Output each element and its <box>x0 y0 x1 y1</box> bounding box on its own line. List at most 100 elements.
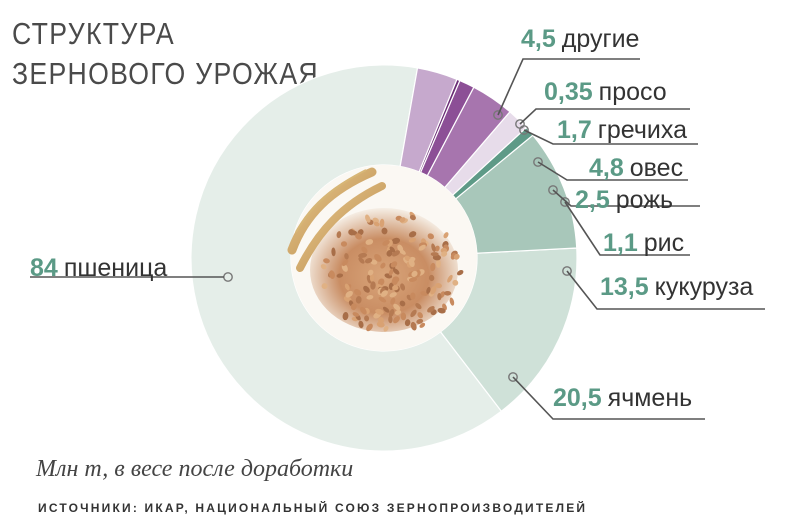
grain-dot <box>428 274 435 282</box>
leader-line <box>552 189 700 207</box>
grain-dot <box>383 326 389 332</box>
grain-dot <box>390 297 396 305</box>
grain-dot <box>399 217 406 223</box>
grain-dot <box>392 285 399 291</box>
grain-dot <box>352 312 360 317</box>
grain-dot <box>373 221 380 227</box>
slice-value: 1,1 <box>603 229 638 257</box>
grain-dot <box>378 278 385 286</box>
grain-dot <box>323 258 330 264</box>
slice-value: 84 <box>30 254 58 282</box>
grain-dot <box>350 303 357 311</box>
grain-dot <box>382 240 390 246</box>
grain-dot <box>430 286 437 295</box>
leader-line <box>566 270 765 310</box>
grain-dot <box>426 286 431 294</box>
leader-dot <box>493 110 503 120</box>
label-другие: 4,5 другие <box>521 25 639 53</box>
grain-dot <box>388 268 394 276</box>
slice-name: пшеница <box>64 254 168 282</box>
leader-dot <box>508 372 518 382</box>
grain-dot <box>358 320 364 329</box>
grain-dot <box>390 261 398 268</box>
grain-dot <box>331 247 336 257</box>
grain-dot <box>381 227 388 235</box>
label-просо: 0,35 просо <box>544 78 667 106</box>
grain-dot <box>389 246 396 253</box>
grain-dot <box>394 309 402 316</box>
grain-dot <box>400 283 406 291</box>
grain-dot <box>358 257 365 264</box>
slice-label-text: 1,7 гречиха <box>557 116 687 144</box>
grain-dot <box>363 285 370 293</box>
grain-dot <box>416 318 424 324</box>
slice-value: 0,35 <box>544 78 593 106</box>
grain-dot <box>419 322 426 328</box>
grain-dot <box>321 283 328 290</box>
label-рис: 1,1 рис <box>603 229 684 257</box>
slice-value: 13,5 <box>600 273 649 301</box>
grain-dot <box>399 300 406 307</box>
leader-dot <box>562 266 572 276</box>
slice-label-text: 4,5 другие <box>521 25 639 53</box>
grain-dot <box>370 281 376 290</box>
grain-dot <box>379 218 385 228</box>
grain-dot <box>427 306 435 313</box>
grain-dot <box>320 264 327 270</box>
grain-dot <box>329 270 335 279</box>
leader-dot <box>533 157 543 167</box>
grain-dot <box>336 273 344 278</box>
label-гречиха: 1,7 гречиха <box>557 116 687 144</box>
grain-dot <box>388 308 395 318</box>
grain-dot <box>456 270 464 276</box>
grain-dot <box>358 252 368 258</box>
grain-dot <box>376 321 385 328</box>
grain-dot <box>364 258 373 264</box>
grain-dot <box>410 292 416 300</box>
grain-dot <box>393 315 400 324</box>
leader-line <box>564 201 690 256</box>
grain-dot <box>441 251 448 257</box>
grain-dot <box>372 217 379 224</box>
grain-dot <box>452 279 459 286</box>
slice-name: просо <box>599 78 667 106</box>
grain-dot <box>431 243 436 252</box>
grain-dot <box>342 259 349 267</box>
slice-value: 1,7 <box>557 116 592 144</box>
grain-dot <box>411 270 418 277</box>
grain-dot <box>365 214 371 223</box>
leader-line <box>512 376 705 420</box>
label-пшеница: 84 пшеница <box>30 254 167 282</box>
grain-dot <box>380 290 388 297</box>
grain-dot <box>343 296 352 303</box>
grain-dot <box>437 293 442 301</box>
slice-label-text: 84 пшеница <box>30 254 167 282</box>
label-овес: 4,8 овес <box>589 154 683 182</box>
grain-dot <box>374 253 382 262</box>
grain-dot <box>366 323 373 332</box>
grain-dot <box>444 291 452 296</box>
grain-dot <box>437 307 446 314</box>
slice-name: гречиха <box>598 116 687 144</box>
grain-dot <box>391 237 401 244</box>
grain-dot <box>398 249 406 255</box>
grain-dot <box>409 214 416 221</box>
grain-dot <box>348 229 355 236</box>
grain-dot <box>420 291 429 296</box>
leader-lines <box>30 58 765 420</box>
grain-dot <box>361 246 368 254</box>
leader-dot <box>548 185 558 195</box>
grain-dot <box>410 321 417 331</box>
grain-dot <box>388 315 393 324</box>
grain-dot <box>453 253 460 260</box>
grain-dot <box>434 245 440 252</box>
grain-dot <box>415 303 422 310</box>
grain-dot <box>391 278 398 285</box>
leader-line <box>497 58 640 116</box>
grain-dot <box>378 296 387 303</box>
label-рожь: 2,5 рожь <box>575 186 673 214</box>
grain-dot <box>344 283 350 291</box>
slice-label-text: 2,5 рожь <box>575 186 673 214</box>
slice-value: 4,8 <box>589 154 624 182</box>
